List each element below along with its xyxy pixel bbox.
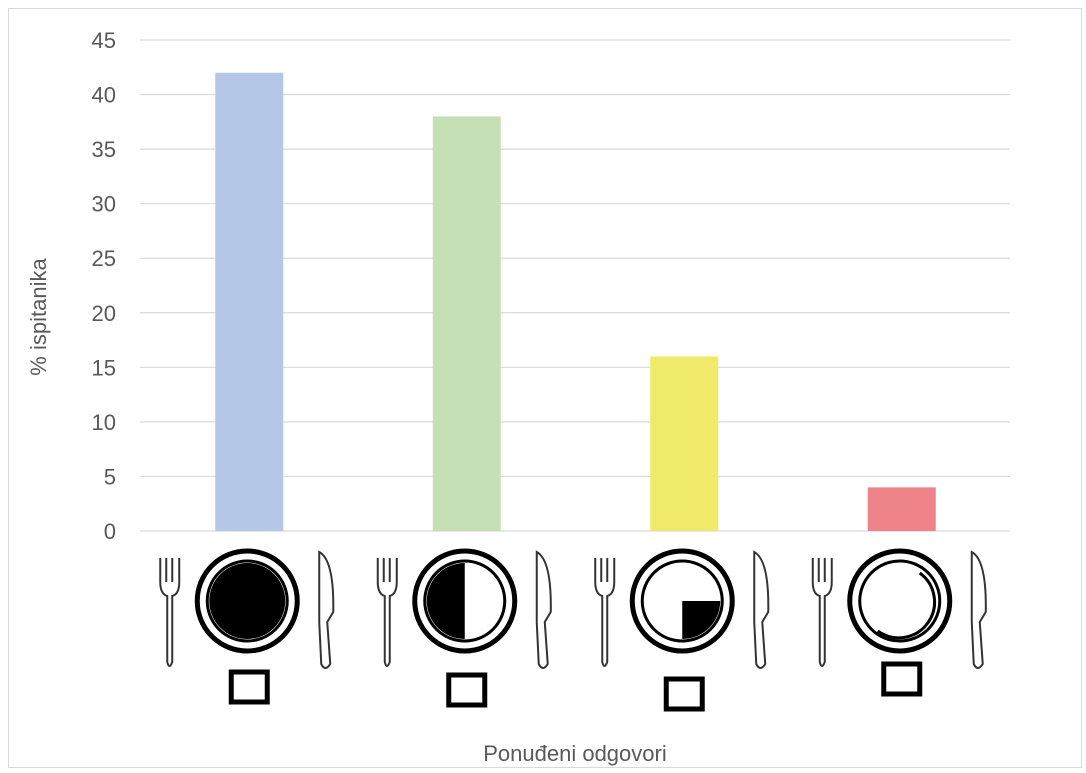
y-tick-label: 10 [92, 410, 116, 435]
category-plate-full [159, 548, 335, 705]
plate-icon [412, 548, 518, 654]
bar-plate-empty [867, 487, 936, 531]
checkbox-icon [663, 676, 705, 712]
y-tick-label: 25 [92, 246, 116, 271]
checkbox-icon [881, 661, 923, 697]
category-plate-empty [811, 548, 987, 697]
y-tick-label: 15 [92, 355, 116, 380]
checkbox-icon [228, 669, 270, 705]
bar-plate-full [215, 72, 284, 531]
category-icons [159, 548, 987, 712]
plate-icon [629, 548, 735, 654]
y-tick-label: 30 [92, 192, 116, 217]
knife-icon [318, 550, 335, 669]
knife-icon [970, 550, 987, 669]
bars [215, 72, 936, 531]
checkbox-icon [446, 672, 488, 708]
plate-icon [194, 548, 300, 654]
y-tick-label: 45 [92, 28, 116, 53]
fork-icon [159, 558, 181, 667]
y-tick-label: 5 [104, 464, 116, 489]
bar-plate-quarter [650, 356, 719, 531]
knife-icon [535, 550, 552, 669]
bar-plate-half [432, 116, 501, 531]
category-plate-quarter [594, 548, 770, 712]
plate-icon [847, 548, 953, 654]
y-tick-label: 20 [92, 301, 116, 326]
category-plate-half [376, 548, 552, 708]
fork-icon [594, 558, 616, 667]
fork-icon [811, 558, 833, 667]
knife-icon [753, 550, 770, 669]
fork-icon [376, 558, 398, 667]
y-tick-label: 35 [92, 137, 116, 162]
y-tick-labels: 0 5 10 15 20 25 30 35 40 45 [92, 28, 116, 544]
x-axis-title: Ponuđeni odgovori [483, 741, 666, 766]
gridlines [140, 39, 1010, 532]
y-tick-label: 40 [92, 83, 116, 108]
y-axis-title: % ispitanika [26, 258, 51, 376]
y-tick-label: 0 [104, 519, 116, 544]
